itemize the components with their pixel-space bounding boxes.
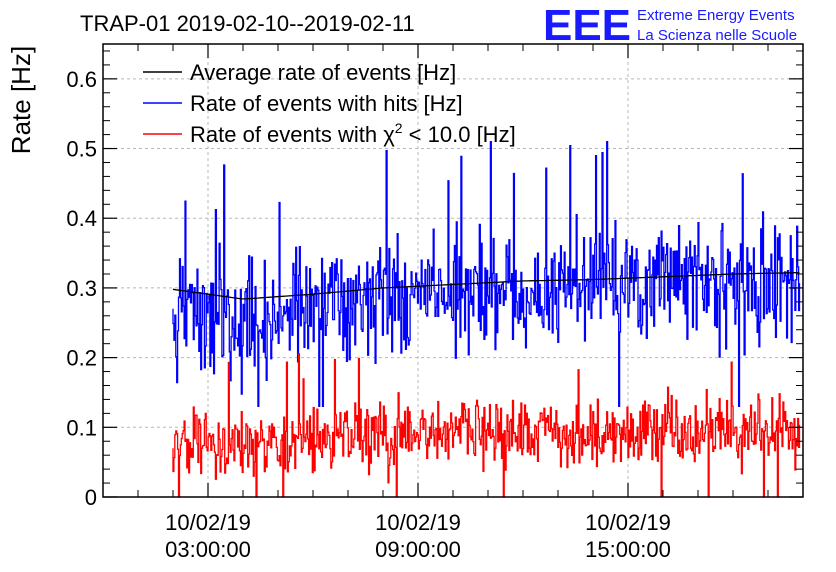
x-tick-time-label: 03:00:00 [165, 537, 251, 562]
series-line-average [172, 271, 800, 300]
axis-ticks: 00.10.20.30.40.50.610/02/1903:00:0010/02… [66, 44, 803, 562]
legend-label-chi2-tail: < 10.0 [Hz] [403, 122, 516, 147]
series-layer [172, 140, 801, 498]
series-line-hits [172, 140, 801, 408]
legend-label-chi2-main: Rate of events with χ [190, 122, 395, 147]
eee-logo-text: EEE [543, 1, 631, 50]
series-line-chi2 [172, 353, 801, 498]
x-tick-time-label: 15:00:00 [585, 537, 671, 562]
y-tick-label: 0.6 [66, 67, 97, 92]
eee-logo: EEE Extreme Energy Events La Scienza nel… [543, 1, 797, 50]
y-tick-label: 0 [85, 485, 97, 510]
legend-label-chi2: Rate of events with χ2 < 10.0 [Hz] [190, 120, 516, 147]
y-axis-label: Rate [Hz] [6, 46, 36, 154]
x-tick-date-label: 10/02/19 [165, 510, 251, 535]
chart-title: TRAP-01 2019-02-10--2019-02-11 [80, 11, 415, 36]
y-tick-label: 0.3 [66, 276, 97, 301]
x-tick-date-label: 10/02/19 [375, 510, 461, 535]
legend: Average rate of events [Hz] Rate of even… [143, 60, 516, 147]
eee-logo-line2: La Scienza nelle Scuole [637, 27, 797, 44]
legend-label-hits: Rate of events with hits [Hz] [190, 91, 463, 116]
eee-logo-line1: Extreme Energy Events [637, 7, 795, 24]
y-tick-label: 0.5 [66, 137, 97, 162]
legend-label-chi2-sup: 2 [395, 120, 403, 136]
x-tick-time-label: 09:00:00 [375, 537, 461, 562]
x-tick-date-label: 10/02/19 [585, 510, 671, 535]
legend-label-average: Average rate of events [Hz] [190, 60, 456, 85]
y-tick-label: 0.1 [66, 415, 97, 440]
y-tick-label: 0.4 [66, 206, 97, 231]
y-tick-label: 0.2 [66, 346, 97, 371]
